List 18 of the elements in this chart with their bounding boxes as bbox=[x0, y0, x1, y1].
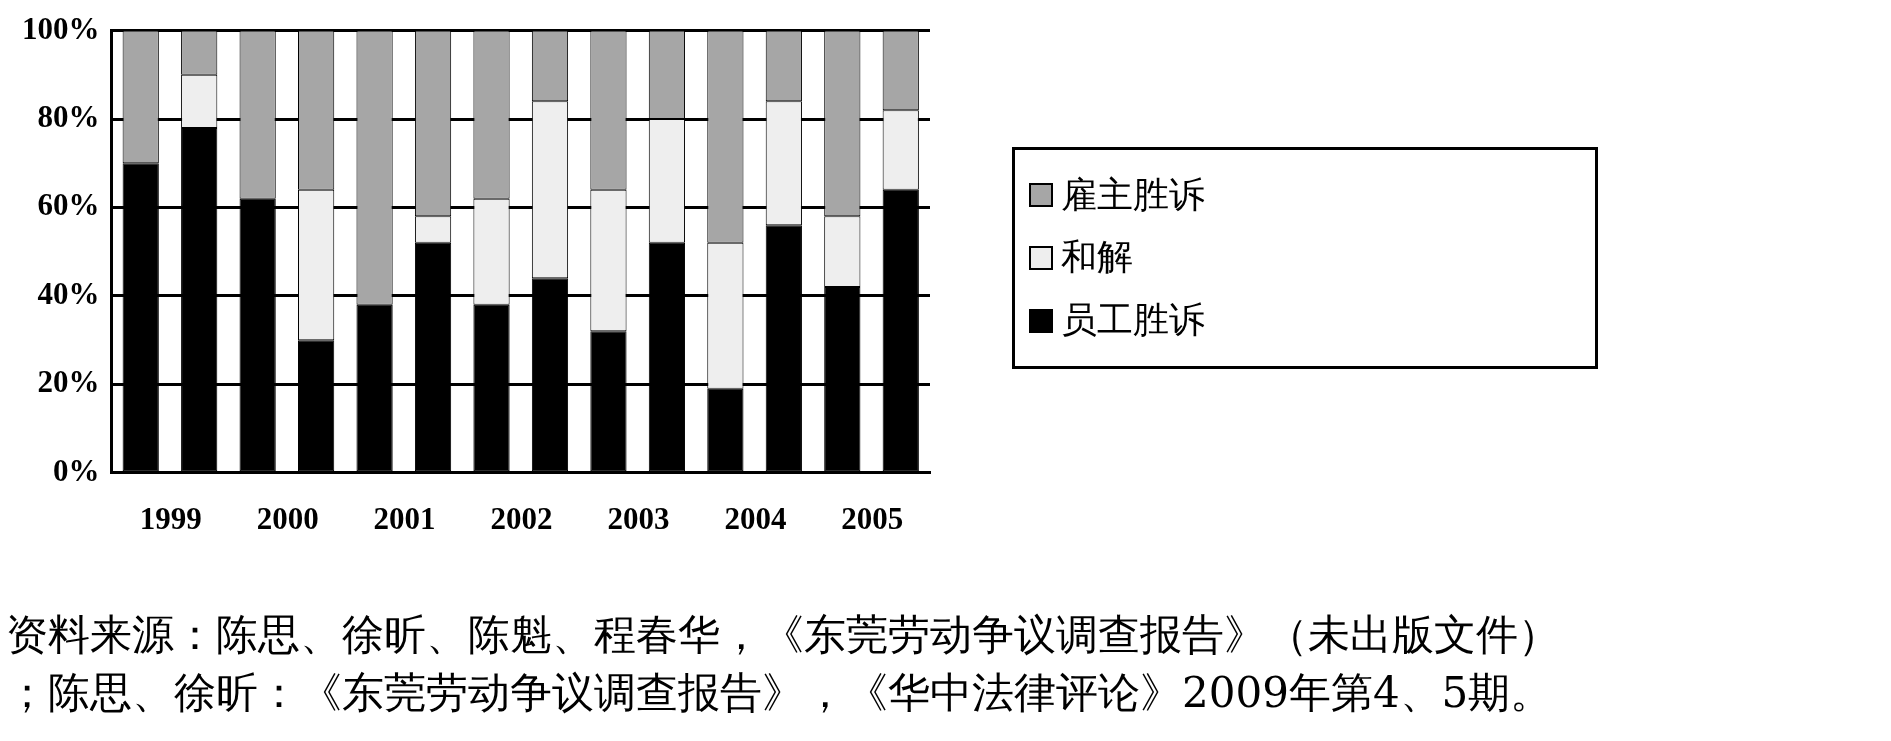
x-tick-label: 2001 bbox=[373, 501, 436, 537]
y-tick-label: 20% bbox=[37, 364, 100, 400]
y-tick-label: 80% bbox=[37, 99, 100, 135]
legend-label: 雇主胜诉 bbox=[1061, 172, 1205, 217]
y-tick-label: 0% bbox=[53, 452, 100, 488]
y-tick-label: 40% bbox=[37, 275, 100, 311]
x-tick-label: 2003 bbox=[607, 501, 670, 537]
text: 资料来源：陈思、徐昕、陈魁、程春华，《东莞劳动争议调查报告》（未出版文件） bbox=[6, 609, 1561, 661]
legend-label: 员工胜诉 bbox=[1061, 298, 1205, 343]
x-tick-label: 2000 bbox=[256, 501, 319, 537]
y-tick-label: 60% bbox=[37, 187, 100, 223]
x-tick-label: 1999 bbox=[139, 501, 202, 537]
text: ；陈思、徐昕：《东莞劳动争议调查报告》，《华中法律评论》2009年第4、5期。 bbox=[6, 667, 1554, 719]
y-tick-label: 100% bbox=[22, 10, 100, 46]
x-tick-label: 2004 bbox=[724, 501, 787, 537]
x-tick-label: 2005 bbox=[841, 501, 904, 537]
legend-label: 和解 bbox=[1061, 235, 1133, 280]
x-tick-label: 2002 bbox=[490, 501, 553, 537]
